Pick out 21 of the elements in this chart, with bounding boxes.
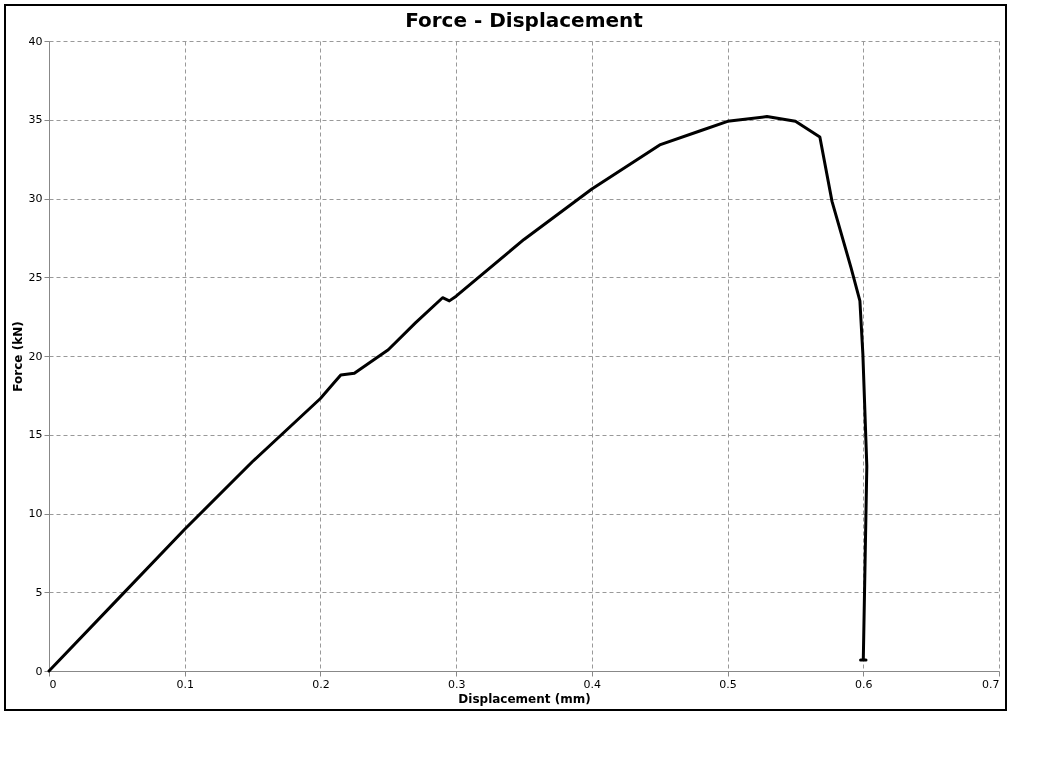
- x-tick-label: 0: [49, 677, 57, 691]
- y-tick-label: 15: [28, 428, 43, 442]
- y-tick-label: 40: [28, 34, 43, 48]
- x-tick-label: 0.2: [312, 677, 330, 691]
- x-tick-label: 0.4: [583, 677, 602, 691]
- y-tick-label: 30: [28, 192, 43, 205]
- y-axis-title: Force (kN): [10, 321, 25, 392]
- y-tick-label: 25: [28, 270, 43, 284]
- y-tick-label: 0: [35, 664, 43, 678]
- x-tick-label: 0.7: [982, 677, 1000, 691]
- x-tick-label: 0.5: [719, 677, 737, 691]
- y-tick-label: 5: [35, 585, 43, 599]
- x-axis-title: Displacement (mm): [458, 691, 591, 706]
- x-tick-label: 0.6: [855, 677, 873, 691]
- y-tick-label: 35: [28, 113, 43, 127]
- line-series: [47, 115, 869, 673]
- y-tick-label: 20: [28, 349, 43, 363]
- x-tick-label: 0.1: [176, 677, 194, 691]
- y-tick-label: 10: [28, 507, 43, 520]
- chart-title: Force - Displacement: [405, 8, 644, 32]
- x-tick-label: 0.3: [447, 677, 466, 691]
